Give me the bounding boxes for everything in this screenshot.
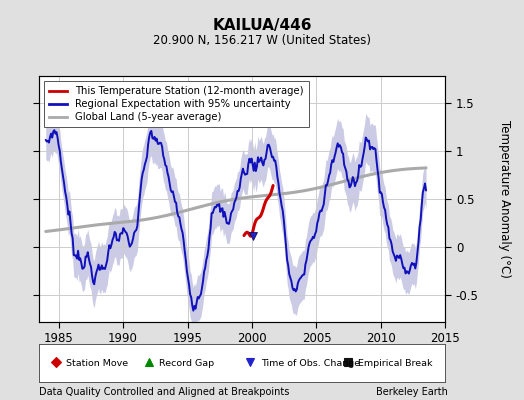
Text: Record Gap: Record Gap [159,358,214,368]
Legend: This Temperature Station (12-month average), Regional Expectation with 95% uncer: This Temperature Station (12-month avera… [45,81,309,127]
Text: KAILUA/446: KAILUA/446 [212,18,312,33]
Text: Data Quality Controlled and Aligned at Breakpoints: Data Quality Controlled and Aligned at B… [39,387,290,397]
Text: Station Move: Station Move [66,358,128,368]
Y-axis label: Temperature Anomaly (°C): Temperature Anomaly (°C) [498,120,511,278]
Text: Berkeley Earth: Berkeley Earth [376,387,448,397]
Text: Empirical Break: Empirical Break [358,358,433,368]
Text: Time of Obs. Change: Time of Obs. Change [260,358,360,368]
Text: 20.900 N, 156.217 W (United States): 20.900 N, 156.217 W (United States) [153,34,371,47]
